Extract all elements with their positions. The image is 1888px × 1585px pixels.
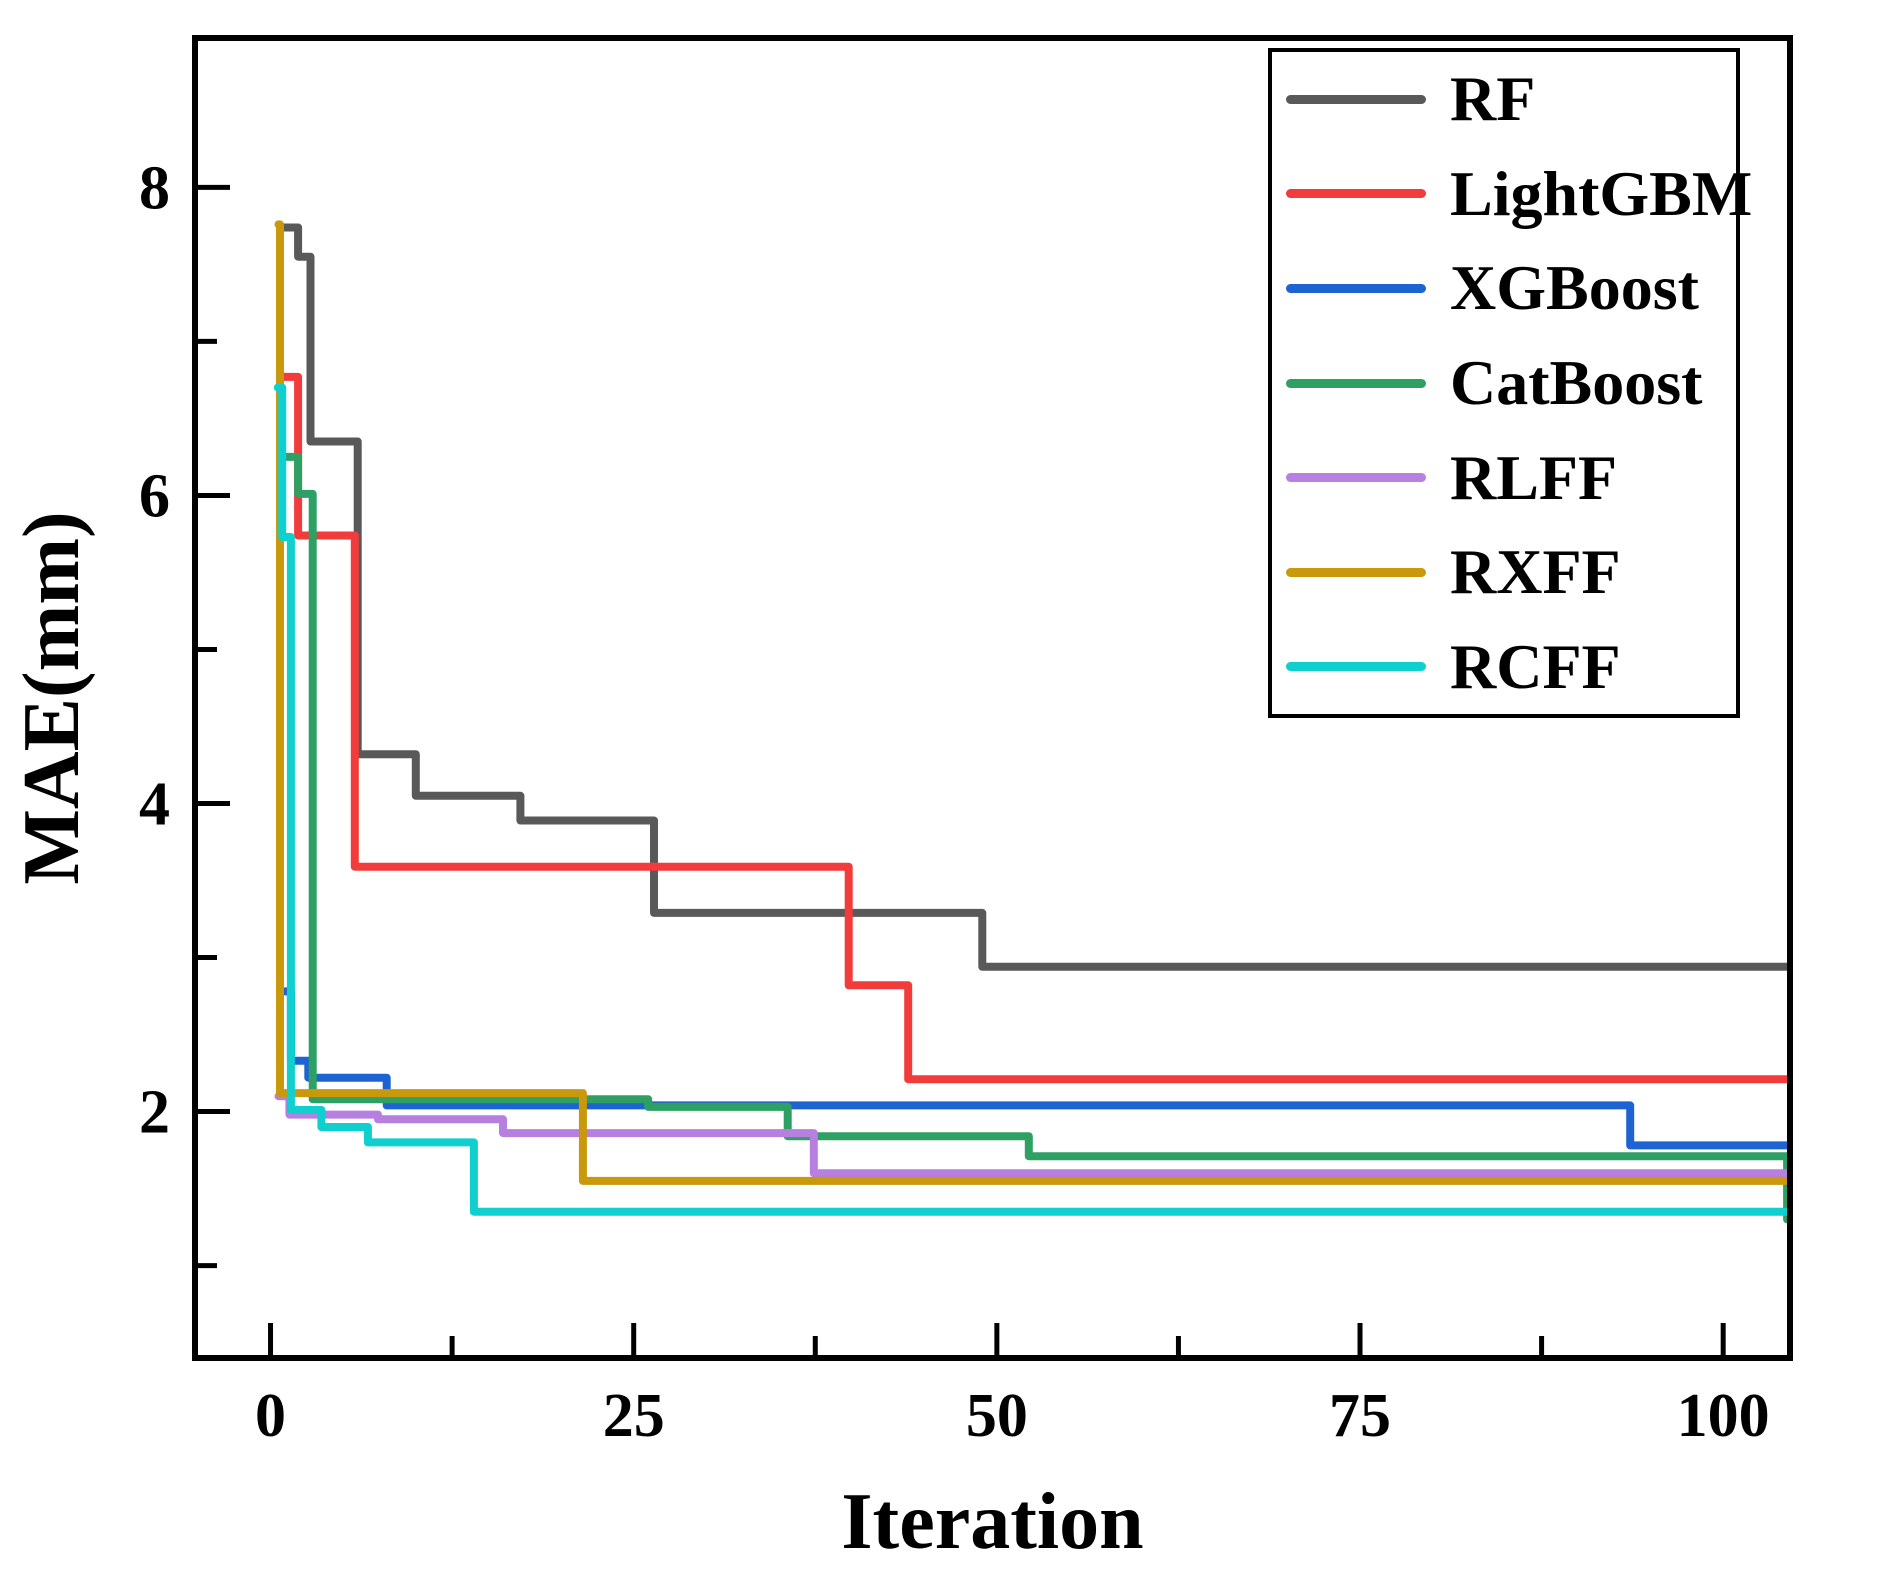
legend-line-sample — [1286, 189, 1426, 199]
series-line-rcff — [273, 383, 1790, 1216]
legend-label: RXFF — [1450, 536, 1621, 608]
legend-line-sample — [1286, 283, 1426, 293]
legend-line-sample — [1286, 662, 1426, 672]
y-tick-label: 2 — [139, 1079, 170, 1147]
y-axis-title: MAE(mm) — [8, 511, 96, 884]
y-tick-label: 6 — [139, 462, 170, 530]
legend-line-sample — [1286, 567, 1426, 577]
legend-row-xgboost: XGBoost — [1272, 241, 1736, 336]
y-tick-label: 8 — [139, 154, 170, 222]
legend-label: RCFF — [1450, 630, 1621, 702]
legend-row-lightgbm: LightGBM — [1272, 147, 1752, 242]
x-tick-label: 50 — [966, 1382, 1028, 1450]
y-tick-label: 4 — [139, 771, 170, 839]
series-line-xgboost — [281, 987, 1790, 1150]
series-line-rxff — [274, 220, 1790, 1185]
legend-row-rf: RF — [1272, 52, 1736, 147]
legend-line-sample — [1286, 378, 1426, 388]
x-tick-label: 0 — [255, 1382, 286, 1450]
legend-line-sample — [1286, 94, 1426, 104]
legend: RF LightGBM XGBoost CatBoost RLFF RXFF RCFF — [1268, 48, 1752, 718]
plot-border — [192, 35, 1793, 1361]
legend-label: CatBoost — [1450, 347, 1703, 419]
legend-label: LightGBM — [1450, 157, 1753, 229]
legend-row-rlff: RLFF — [1272, 430, 1736, 525]
legend-row-rcff: RCFF — [1272, 619, 1736, 714]
legend-label: XGBoost — [1450, 252, 1699, 324]
legend-row-rxff: RXFF — [1272, 525, 1736, 620]
x-tick-label: 25 — [603, 1382, 665, 1450]
legend-line-sample — [1286, 473, 1426, 483]
legend-row-catboost: CatBoost — [1272, 336, 1736, 431]
series-line-catboost — [278, 452, 1790, 1224]
x-tick-label: 75 — [1329, 1382, 1391, 1450]
legend-label: RLFF — [1450, 441, 1618, 513]
legend-label: RF — [1450, 63, 1536, 135]
x-axis-title: Iteration — [841, 1478, 1143, 1566]
series-line-rf — [279, 223, 1790, 971]
x-tick-label: 100 — [1677, 1382, 1770, 1450]
